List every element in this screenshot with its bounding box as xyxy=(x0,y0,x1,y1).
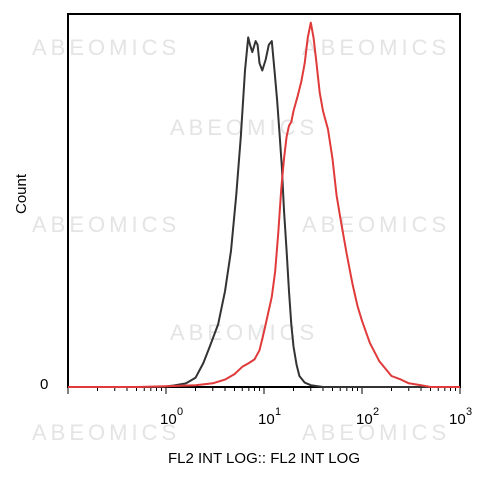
histogram-series-black xyxy=(136,36,460,388)
y-tick-label-zero: 0 xyxy=(40,376,48,393)
watermark-text: ABEOMICS xyxy=(170,115,318,140)
y-axis-title: Count xyxy=(13,173,30,214)
watermark-text: ABEOMICS xyxy=(302,212,450,237)
watermark-text: ABEOMICS xyxy=(302,420,450,445)
x-tick-base: 10 xyxy=(356,411,373,428)
watermark-text: ABEOMICS xyxy=(302,35,450,60)
x-tick-exponent: 2 xyxy=(373,406,379,418)
watermark: ABEOMICS ABEOMICS ABEOMICS ABEOMICS ABEO… xyxy=(32,35,450,445)
x-tick-label-100: 10 2 xyxy=(356,406,379,428)
watermark-text: ABEOMICS xyxy=(32,212,180,237)
x-tick-label-10: 10 1 xyxy=(258,406,281,428)
watermark-text: ABEOMICS xyxy=(170,320,318,345)
watermark-text: ABEOMICS xyxy=(32,35,180,60)
x-tick-label-1000: 10 3 xyxy=(449,406,472,428)
x-tick-base: 10 xyxy=(160,411,177,428)
watermark-text: ABEOMICS xyxy=(32,420,180,445)
x-tick-exponent: 1 xyxy=(275,406,281,418)
x-tick-base: 10 xyxy=(258,411,275,428)
x-tick-exponent: 3 xyxy=(466,406,472,418)
x-axis-ticks xyxy=(67,387,461,394)
histogram-series-red xyxy=(68,21,460,388)
x-tick-label-1: 10 0 xyxy=(160,406,183,428)
x-tick-exponent: 0 xyxy=(177,406,183,418)
x-tick-base: 10 xyxy=(449,411,466,428)
x-axis-title: FL2 INT LOG:: FL2 INT LOG xyxy=(168,450,360,467)
